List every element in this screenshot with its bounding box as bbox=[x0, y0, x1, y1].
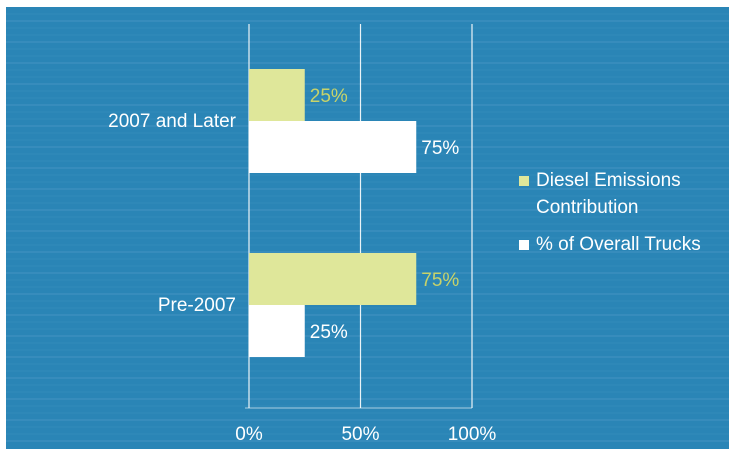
data-label: 25% bbox=[310, 322, 348, 343]
legend-swatch bbox=[519, 240, 529, 250]
bar bbox=[249, 121, 417, 173]
bar bbox=[249, 305, 305, 357]
data-label: 25% bbox=[310, 86, 348, 107]
tick-labels: 0% 50% 100% bbox=[235, 424, 496, 445]
category-label: 2007 and Later bbox=[108, 111, 237, 132]
scanline-texture bbox=[6, 13, 729, 442]
category-labels: 2007 and Later Pre-2007 bbox=[108, 111, 237, 316]
legend-label: Diesel Emissions bbox=[536, 170, 681, 191]
data-label: 75% bbox=[421, 270, 459, 291]
bar bbox=[249, 253, 417, 305]
data-labels: 25% 75% 75% 25% bbox=[310, 86, 460, 343]
legend: Diesel Emissions Contribution % of Overall… bbox=[519, 170, 701, 255]
category-label: Pre-2007 bbox=[158, 295, 236, 316]
chart-border bbox=[4, 5, 731, 451]
bars bbox=[249, 69, 417, 357]
legend-swatch bbox=[519, 176, 529, 186]
legend-label: % of Overall Trucks bbox=[536, 234, 701, 255]
x-tick-label: 50% bbox=[341, 424, 379, 445]
legend-label: Contribution bbox=[536, 197, 638, 218]
chart-background bbox=[5, 6, 730, 450]
x-tick-label: 100% bbox=[448, 424, 497, 445]
bar bbox=[249, 69, 305, 121]
data-label: 75% bbox=[421, 138, 459, 159]
x-tick-label: 0% bbox=[235, 424, 263, 445]
